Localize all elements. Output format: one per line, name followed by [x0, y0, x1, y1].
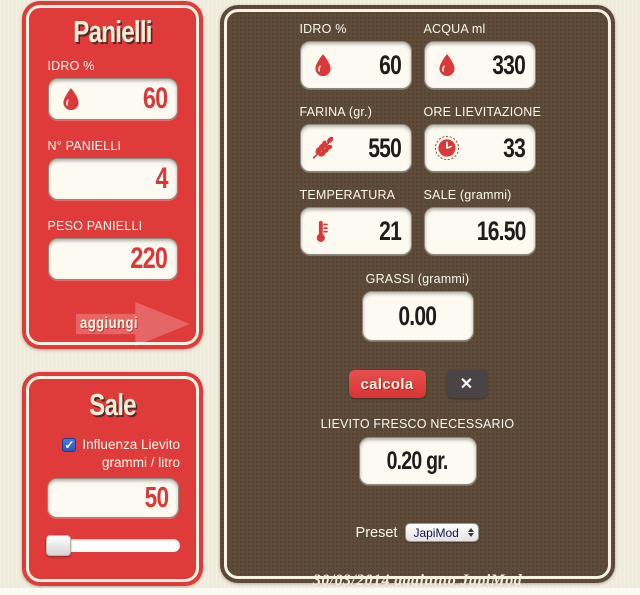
sale-panel: Sale ✓ Influenza Lievito grammi / litro …	[22, 372, 203, 586]
sale-grams-input[interactable]: 50	[46, 478, 179, 518]
sale-grammi-label: SALE (grammi)	[423, 188, 512, 202]
panielli-title: Panielli	[73, 14, 152, 49]
drop-icon	[314, 54, 331, 77]
actions-row: calcola ✕	[227, 370, 608, 398]
idro-field-group: IDRO % 60	[47, 59, 178, 120]
sale-grammi-field-group: SALE (grammi) 16.50	[423, 188, 536, 255]
calcola-button[interactable]: calcola	[348, 370, 426, 398]
peso-panielli-value: 220	[130, 242, 168, 275]
wheat-icon	[312, 136, 333, 159]
fields-grid: IDRO % 60 ACQUA ml	[299, 22, 542, 255]
drop-icon	[438, 54, 455, 77]
farina-value: 550	[368, 132, 403, 163]
aggiungi-label: aggiungi	[80, 315, 138, 332]
peso-panielli-input[interactable]: 220	[47, 238, 178, 280]
peso-panielli-field-group: PESO PANIELLI 220	[47, 219, 178, 280]
drop-icon	[62, 88, 79, 111]
farina-field-group: FARINA (gr.)	[299, 105, 412, 172]
idro-value: 60	[143, 82, 168, 115]
sale-grammi-value: 16.50	[476, 215, 527, 246]
peso-panielli-label: PESO PANIELLI	[47, 219, 143, 233]
lievitazione-field-group: ORE LIEVITAZIONE 33	[423, 105, 542, 172]
idro-main-field-group: IDRO % 60	[299, 22, 412, 89]
sale-grams-value: 50	[144, 481, 169, 514]
lievito-fresco-label: LIEVITO FRESCO NECESSARIO	[320, 417, 515, 431]
preset-row: Preset JapiMod	[227, 523, 608, 542]
lievitazione-label: ORE LIEVITAZIONE	[423, 105, 542, 119]
select-arrows-icon	[468, 528, 475, 537]
acqua-input[interactable]: 330	[423, 41, 536, 89]
close-icon: ✕	[459, 376, 474, 393]
panielli-panel: Panielli IDRO % 60 N° PANIELLI 4 P	[22, 1, 203, 349]
panielli-panel-border: Panielli IDRO % 60 N° PANIELLI 4 P	[26, 5, 199, 346]
preset-selected-value: JapiMod	[413, 525, 459, 540]
idro-main-value: 60	[379, 49, 403, 80]
grassi-input[interactable]: 0.00	[361, 291, 474, 341]
idro-label: IDRO %	[47, 59, 95, 73]
sale-title: Sale	[89, 387, 136, 422]
temperatura-label: TEMPERATURA	[299, 188, 396, 202]
temperatura-input[interactable]: 21	[299, 207, 412, 255]
grassi-field-group: GRASSI (grammi) 0.00	[361, 272, 474, 341]
temperatura-field-group: TEMPERATURA 21	[299, 188, 412, 255]
acqua-value: 330	[492, 49, 527, 80]
acqua-label: ACQUA ml	[423, 22, 486, 36]
lievito-fresco-value: 0.20 gr.	[387, 446, 449, 475]
thermometer-icon	[316, 220, 328, 242]
idro-main-label: IDRO %	[299, 22, 347, 36]
checkbox-checked-icon[interactable]: ✓	[62, 437, 77, 452]
lievitazione-input[interactable]: 33	[423, 124, 536, 172]
close-button[interactable]: ✕	[446, 370, 487, 398]
num-panielli-field-group: N° PANIELLI 4	[47, 139, 178, 200]
grassi-value: 0.00	[398, 300, 438, 331]
calculator-panel-border: IDRO % 60 ACQUA ml	[224, 9, 611, 589]
sale-grammi-input[interactable]: 16.50	[423, 207, 536, 255]
preset-label: Preset	[355, 524, 398, 541]
aggiungi-button[interactable]: aggiungi	[76, 302, 190, 346]
num-panielli-label: N° PANIELLI	[47, 139, 122, 153]
sale-panel-border: Sale ✓ Influenza Lievito grammi / litro …	[26, 376, 199, 582]
idro-main-input[interactable]: 60	[299, 41, 412, 89]
preset-select[interactable]: JapiMod	[405, 523, 480, 542]
influenza-lievito-label: Influenza Lievito	[82, 437, 180, 452]
result-group: LIEVITO FRESCO NECESSARIO 0.20 gr.	[227, 417, 608, 485]
calculator-panel: IDRO % 60 ACQUA ml	[220, 5, 615, 589]
num-panielli-input[interactable]: 4	[47, 158, 178, 200]
lievito-fresco-output: 0.20 gr.	[358, 437, 477, 485]
changelog-note: 30/03/2014 aggiunto JapiMod	[312, 572, 523, 589]
acqua-field-group: ACQUA ml 330	[423, 22, 536, 89]
grassi-label: GRASSI (grammi)	[365, 272, 470, 286]
sale-slider-track[interactable]	[45, 535, 180, 556]
grammi-litro-label: grammi / litro	[101, 455, 180, 470]
num-panielli-value: 4	[155, 162, 168, 195]
influenza-lievito-checkbox-row[interactable]: ✓ Influenza Lievito	[29, 437, 196, 452]
farina-input[interactable]: 550	[299, 124, 412, 172]
idro-input[interactable]: 60	[47, 78, 178, 120]
clock-icon	[434, 135, 459, 161]
farina-label: FARINA (gr.)	[299, 105, 373, 119]
lievitazione-value: 33	[503, 132, 527, 163]
temperatura-value: 21	[379, 215, 403, 246]
sale-slider-thumb[interactable]	[45, 535, 71, 556]
